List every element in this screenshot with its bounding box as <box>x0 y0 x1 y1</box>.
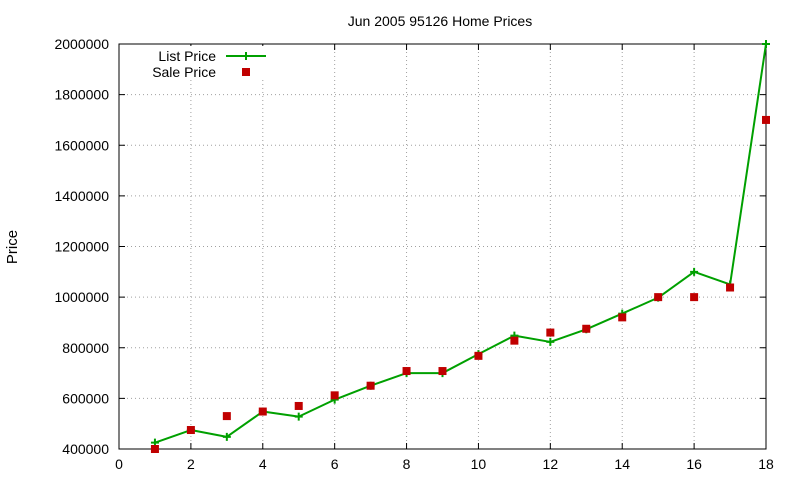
x-tick-label: 18 <box>758 456 774 472</box>
sale-price-point <box>258 407 267 416</box>
y-tick-label: 600000 <box>62 390 109 406</box>
list-price-line <box>154 43 767 444</box>
plot-border <box>118 43 767 450</box>
series <box>150 40 770 453</box>
x-tick-label: 16 <box>686 456 702 472</box>
x-tick-label: 2 <box>187 456 195 472</box>
y-tick-label: 800000 <box>62 340 109 356</box>
sale-price-point <box>438 367 447 376</box>
chart-title: Jun 2005 95126 Home Prices <box>348 13 532 29</box>
y-axis: 400000 600000 800000 1000000 1200000 1400000 1… <box>54 36 766 457</box>
sale-price-point <box>690 293 699 302</box>
sale-price-point <box>726 283 735 292</box>
sale-price-point <box>186 426 195 435</box>
x-tick-label: 8 <box>403 456 411 472</box>
list-price-point <box>762 40 770 48</box>
y-tick-label: 1800000 <box>54 87 109 103</box>
legend-marker-list-price <box>242 52 250 60</box>
x-tick-label: 14 <box>614 456 630 472</box>
list-price-point <box>294 412 303 421</box>
sale-price-point <box>150 445 159 453</box>
legend-marker-sale-price <box>242 68 250 76</box>
plot-frame <box>118 43 767 450</box>
sale-price-point <box>402 367 411 376</box>
y-tick-label: 400000 <box>62 441 109 457</box>
list-price-point <box>546 337 555 346</box>
sale-price-point <box>618 313 627 322</box>
sale-price-point <box>330 391 339 400</box>
y-tick-label: 1200000 <box>54 239 109 255</box>
sale-price-point <box>582 324 591 333</box>
sale-price-point <box>366 381 375 390</box>
list-price-point <box>690 267 699 276</box>
sale-price-point <box>294 401 303 410</box>
grid <box>119 44 766 449</box>
y-tick-label: 1400000 <box>54 188 109 204</box>
x-tick-label: 12 <box>543 456 559 472</box>
sale-price-point <box>510 336 519 345</box>
sale-price-point <box>546 328 555 337</box>
y-axis-label: Price <box>4 230 21 264</box>
y-tick-label: 1600000 <box>54 137 109 153</box>
x-axis: 0 2 4 6 8 10 12 14 16 18 <box>115 44 774 472</box>
legend-label-sale-price: Sale Price <box>152 64 216 80</box>
sale-price-point <box>762 115 770 124</box>
x-tick-label: 4 <box>259 456 267 472</box>
x-tick-label: 6 <box>331 456 339 472</box>
x-tick-label: 10 <box>471 456 487 472</box>
y-tick-label: 2000000 <box>54 36 109 52</box>
list-price-point <box>222 432 231 441</box>
x-tick-label: 0 <box>115 456 123 472</box>
sale-price-point <box>474 351 483 360</box>
sale-price-point <box>654 293 663 302</box>
sale-price-point <box>222 412 231 421</box>
y-tick-label: 1000000 <box>54 289 109 305</box>
legend-label-list-price: List Price <box>158 48 216 64</box>
